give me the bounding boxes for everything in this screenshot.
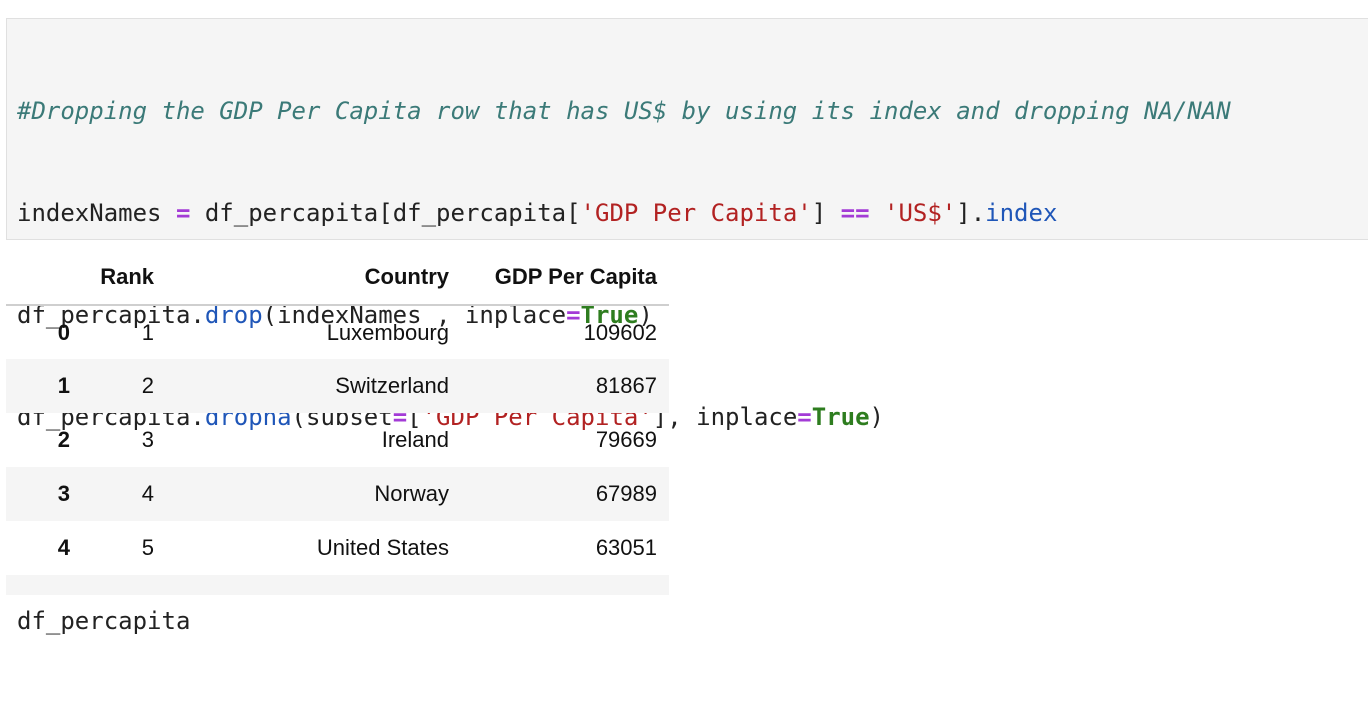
code-line-drop: df_percapita.drop(indexNames , inplace=T… xyxy=(17,298,1231,332)
code-operator: = xyxy=(175,199,191,227)
table-row: 4 5 United States 63051 xyxy=(6,521,669,575)
cell-country: Luxembourg xyxy=(326,319,449,345)
row-index: 1 xyxy=(57,373,70,398)
code-cell-input[interactable]: #Dropping the GDP Per Capita row that ha… xyxy=(6,18,1368,635)
code-token: (subset xyxy=(291,403,393,431)
code-attribute: drop xyxy=(204,301,263,329)
code-token: ) xyxy=(869,403,884,431)
code-token xyxy=(870,199,884,227)
table-row: 0 1 Luxembourg 109602 xyxy=(6,305,669,359)
code-token: df_percapita. xyxy=(17,403,205,431)
code-keyword: True xyxy=(811,403,870,431)
code-string: 'GDP Per Capita' xyxy=(580,199,812,227)
cell-country: Ireland xyxy=(381,427,449,452)
row-index: 3 xyxy=(57,481,70,506)
code-token: df_percapita[df_percapita[ xyxy=(190,199,581,227)
cell-gdp: 79669 xyxy=(595,427,657,452)
code-token: df_percapita xyxy=(17,607,191,635)
code-line-index-names: indexNames = df_percapita[df_percapita['… xyxy=(17,196,1231,230)
cell-rank: 1 xyxy=(141,319,154,345)
table-row: 3 4 Norway 67989 xyxy=(6,467,669,521)
code-operator: = xyxy=(797,403,812,431)
code-operator: = xyxy=(392,403,408,431)
code-token: df_percapita. xyxy=(17,301,205,329)
code-comment: #Dropping the GDP Per Capita row that ha… xyxy=(17,97,1231,125)
cell-rank: 4 xyxy=(141,481,154,506)
code-token: ] xyxy=(811,199,841,227)
cell-rank: 2 xyxy=(141,373,154,398)
code-attribute: index xyxy=(985,199,1058,227)
column-header-rank: Rank xyxy=(86,250,166,306)
cell-country: Norway xyxy=(374,481,449,506)
code-line-dropna: df_percapita.dropna(subset=['GDP Per Cap… xyxy=(17,400,1231,434)
table-row: 1 2 Switzerland 81867 xyxy=(6,359,669,413)
column-header-index xyxy=(6,250,86,306)
code-token: (indexNames , inplace xyxy=(262,301,567,329)
row-index: 2 xyxy=(57,427,70,452)
code-token: indexNames xyxy=(17,199,176,227)
cell-rank: 5 xyxy=(141,535,154,560)
code-token: ) xyxy=(638,301,653,329)
code-line-display: df_percapita xyxy=(17,604,1231,638)
code-string: 'GDP Per Capita' xyxy=(421,403,653,431)
cell-country: United States xyxy=(316,535,449,560)
code-string: 'US$' xyxy=(884,199,957,227)
cell-output: Rank Country GDP Per Capita 0 1 Luxembou… xyxy=(6,250,669,595)
cell-gdp: 81867 xyxy=(595,373,657,398)
row-index: 4 xyxy=(57,535,70,560)
code-attribute: dropna xyxy=(204,403,292,431)
code-operator: = xyxy=(566,301,581,329)
cell-gdp: 67989 xyxy=(595,481,657,506)
column-header-country: Country xyxy=(166,250,461,306)
cell-country: Switzerland xyxy=(335,373,449,398)
code-token: ]. xyxy=(956,199,986,227)
code-keyword: True xyxy=(580,301,639,329)
column-header-gdp: GDP Per Capita xyxy=(461,250,669,306)
code-line-comment: #Dropping the GDP Per Capita row that ha… xyxy=(17,94,1231,128)
cell-gdp: 109602 xyxy=(583,319,657,345)
table-header-row: Rank Country GDP Per Capita xyxy=(6,250,669,306)
row-index: 0 xyxy=(57,319,70,345)
code-token: [ xyxy=(407,403,422,431)
code-token: ], inplace xyxy=(652,403,798,431)
dataframe-table: Rank Country GDP Per Capita 0 1 Luxembou… xyxy=(6,250,669,575)
cell-gdp: 63051 xyxy=(595,535,657,560)
cell-rank: 3 xyxy=(141,427,154,452)
table-row-partial xyxy=(6,575,669,595)
code-operator: == xyxy=(840,199,870,227)
table-row: 2 3 Ireland 79669 xyxy=(6,413,669,467)
